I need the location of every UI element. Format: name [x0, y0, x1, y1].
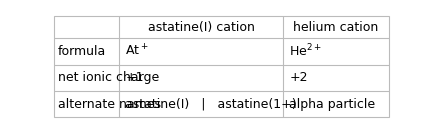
Text: astatine(I)   |   astatine(1+): astatine(I) | astatine(1+): [125, 98, 297, 111]
Text: helium cation: helium cation: [293, 20, 379, 34]
Text: At$^+$: At$^+$: [125, 44, 149, 59]
Text: alternate names: alternate names: [58, 98, 161, 111]
Text: He$^{2+}$: He$^{2+}$: [289, 43, 322, 60]
Text: alpha particle: alpha particle: [289, 98, 375, 111]
Text: +2: +2: [289, 71, 308, 84]
Text: net ionic charge: net ionic charge: [58, 71, 159, 84]
Text: astatine(I) cation: astatine(I) cation: [148, 20, 255, 34]
Text: formula: formula: [58, 45, 106, 58]
Text: +1: +1: [125, 71, 144, 84]
